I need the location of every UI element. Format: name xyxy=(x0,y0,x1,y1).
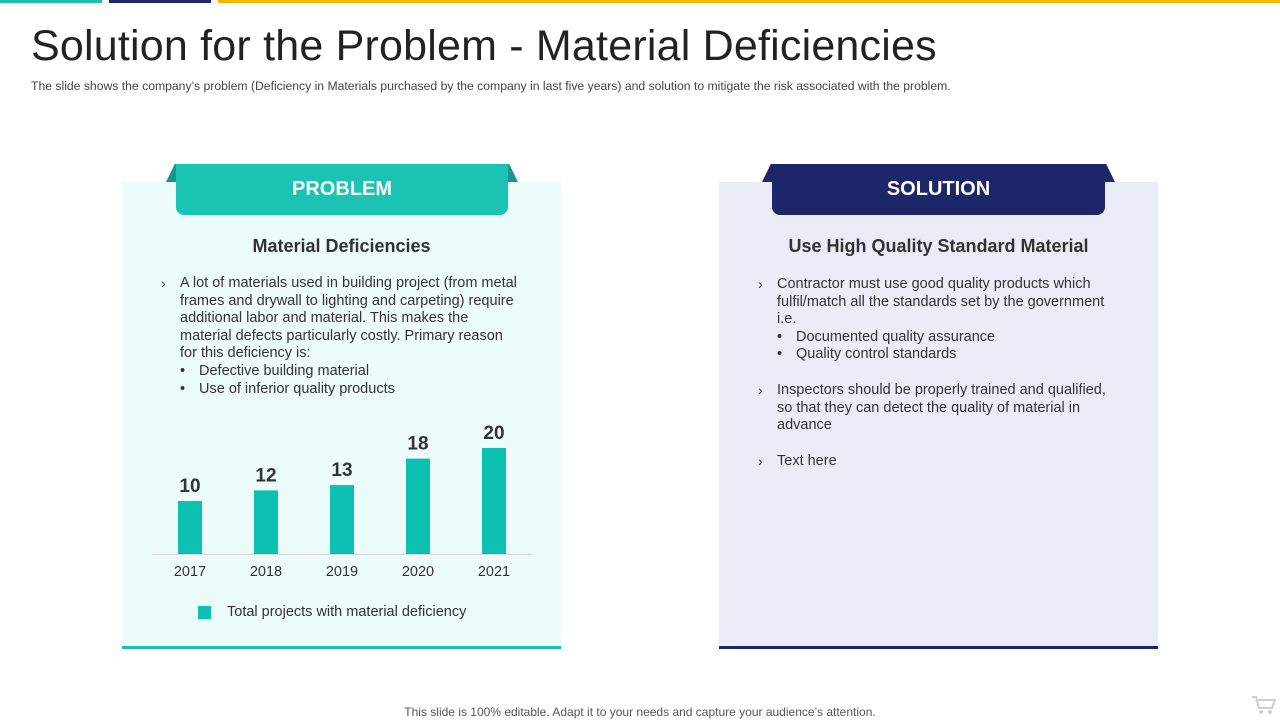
chart-bar xyxy=(254,490,278,554)
chevron-right-icon: › xyxy=(161,275,166,291)
solution-bullet-line: advance xyxy=(777,417,832,434)
solution-bullet-line: Contractor must use good quality product… xyxy=(777,276,1091,292)
slide-subtitle: The slide shows the company’s problem (D… xyxy=(31,79,951,93)
shopping-cart-icon xyxy=(1252,696,1277,714)
chart-bar xyxy=(178,501,202,554)
solution-bullet-line: so that they can detect the quality of m… xyxy=(777,399,1081,416)
bullet-dot-icon: • xyxy=(180,362,186,379)
solution-bullet-line: fulfil/match all the standards set by th… xyxy=(777,293,1105,310)
chart-bar xyxy=(330,485,354,554)
x-tick-label: 2017 xyxy=(174,564,206,580)
problem-tab: PROBLEM xyxy=(166,164,518,215)
problem-sub-bullet: • Use of inferior quality products xyxy=(180,381,551,399)
chevron-right-icon: › xyxy=(758,276,763,292)
top-accent-bar-teal xyxy=(0,0,102,3)
x-tick-label: 2020 xyxy=(402,564,434,580)
problem-panel xyxy=(122,182,561,649)
solution-bullet: › Contractor must use good quality produ… xyxy=(758,276,1148,364)
problem-bullet-line: material defects particularly costly. Pr… xyxy=(180,327,503,344)
problem-tab-label: PROBLEM xyxy=(176,164,508,215)
solution-bullet-line: Text here xyxy=(777,452,837,469)
bullet-dot-icon: • xyxy=(180,380,186,397)
x-tick-label: 2019 xyxy=(326,564,358,580)
bullet-dot-icon: • xyxy=(777,346,783,363)
solution-bullet-line: i.e. xyxy=(777,311,797,328)
problem-bullets: › A lot of materials used in building pr… xyxy=(161,275,551,398)
bullet-spacer xyxy=(758,435,1148,453)
problem-bullet-line: frames and drywall to lighting and carpe… xyxy=(180,292,514,309)
legend-swatch xyxy=(198,605,211,619)
bar-value-label: 20 xyxy=(483,423,504,444)
solution-panel xyxy=(719,182,1158,649)
slide-title: Solution for the Problem - Material Defi… xyxy=(31,22,937,70)
x-tick-label: 2021 xyxy=(478,564,510,580)
problem-sub-bullet: • Defective building material xyxy=(180,363,551,381)
solution-sub-bullet-text: Documented quality assurance xyxy=(796,328,996,345)
problem-sub-bullet-text: Use of inferior quality products xyxy=(199,380,395,397)
top-accent-bar-navy xyxy=(109,0,211,3)
problem-bullet-line: additional labor and material. This make… xyxy=(180,310,469,327)
solution-heading: Use High Quality Standard Material xyxy=(788,236,1089,256)
problem-sub-bullets: • Defective building material • Use of inf… xyxy=(180,363,551,398)
chart-bar xyxy=(406,458,430,554)
problem-bullet-line: A lot of materials used in building proj… xyxy=(180,275,517,291)
bullet-spacer xyxy=(758,364,1148,382)
problem-bullet: › A lot of materials used in building pr… xyxy=(161,275,551,398)
slide-footer: This slide is 100% editable. Adapt it to… xyxy=(404,705,876,719)
bullet-dot-icon: • xyxy=(777,328,783,345)
solution-bullet: › Text here xyxy=(758,453,1148,471)
problem-bullet-line: for this deficiency is: xyxy=(180,345,311,362)
solution-sub-bullet: • Quality control standards xyxy=(777,346,1148,364)
bar-value-label: 10 xyxy=(179,476,200,497)
legend-label: Total projects with material deficiency xyxy=(227,604,467,620)
solution-tab-label: SOLUTION xyxy=(772,164,1105,215)
solution-bullet-line: Inspectors should be properly trained an… xyxy=(777,381,1106,398)
x-tick-label: 2018 xyxy=(250,564,282,580)
solution-sub-bullet: • Documented quality assurance xyxy=(777,329,1148,347)
solution-sub-bullet-text: Quality control standards xyxy=(796,346,957,363)
solution-sub-bullets: • Documented quality assurance • Quality c… xyxy=(777,329,1148,364)
problem-sub-bullet-text: Defective building material xyxy=(199,362,370,379)
solution-tab: SOLUTION xyxy=(762,164,1115,215)
solution-bullet: › Inspectors should be properly trained … xyxy=(758,382,1148,435)
problem-heading: Material Deficiencies xyxy=(252,236,431,256)
bar-value-label: 13 xyxy=(331,460,352,481)
solution-bullets: › Contractor must use good quality produ… xyxy=(758,276,1148,470)
chart-legend: Total projects with material deficiency xyxy=(198,604,466,620)
chevron-right-icon: › xyxy=(758,381,763,398)
top-accent-bar-yellow xyxy=(218,0,1280,3)
bar-value-label: 18 xyxy=(407,434,428,455)
chart-bar xyxy=(482,448,506,554)
bar-value-label: 12 xyxy=(255,465,276,486)
chevron-right-icon: › xyxy=(758,452,763,469)
